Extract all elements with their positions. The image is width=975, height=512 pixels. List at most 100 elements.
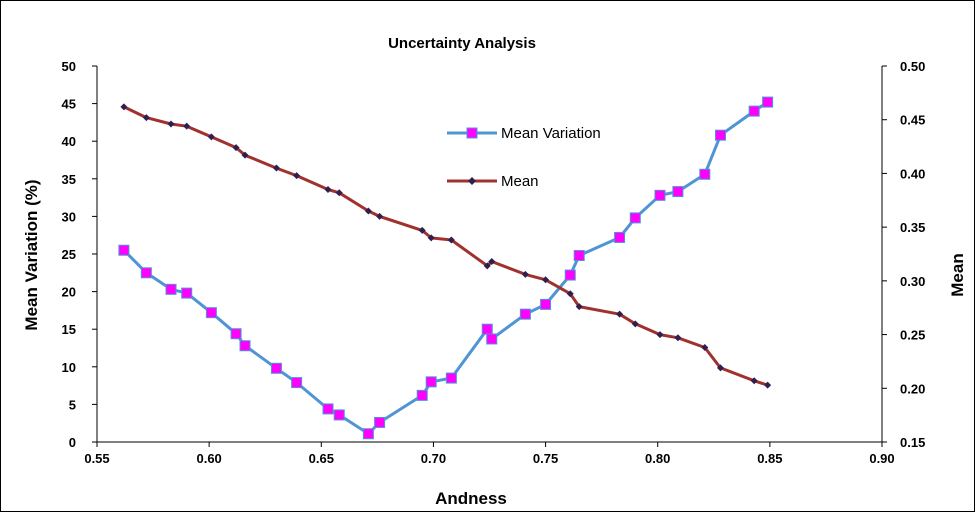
y-right-tick-label: 0.30 — [900, 274, 925, 289]
data-point-mean — [364, 207, 372, 215]
data-point-mean — [717, 364, 725, 372]
data-point-mean — [616, 310, 624, 318]
data-point-mean — [376, 212, 384, 220]
data-point-mean — [232, 144, 240, 152]
y-left-tick-label: 15 — [62, 322, 76, 337]
data-point-mean-variation — [715, 129, 727, 141]
y-right-tick-label: 0.20 — [900, 381, 925, 396]
data-point-mean — [427, 234, 435, 242]
data-point-mean — [521, 270, 529, 278]
x-tick-label: 0.55 — [84, 451, 109, 466]
legend-marker-mean — [468, 177, 476, 185]
y-left-tick-label: 45 — [62, 97, 76, 112]
data-point-mean-variation — [165, 283, 177, 295]
y-axis-right-title: Mean — [948, 253, 967, 296]
data-point-mean-variation — [672, 186, 684, 198]
y-left-tick-label: 50 — [62, 59, 76, 74]
data-point-mean — [272, 164, 280, 172]
data-point-mean-variation — [118, 244, 130, 256]
legend-item-mean: Mean — [447, 173, 539, 190]
data-point-mean — [142, 114, 150, 122]
data-point-mean-variation — [140, 267, 152, 279]
data-point-mean-variation — [654, 189, 666, 201]
data-point-mean-variation — [629, 212, 641, 224]
data-point-mean — [674, 334, 682, 342]
data-point-mean — [241, 151, 249, 159]
series-line-mean-variation — [122, 100, 769, 436]
data-point-mean-variation — [181, 287, 193, 299]
data-point-mean-variation — [239, 340, 251, 352]
data-point-mean — [656, 331, 664, 339]
y-left-tick-label: 40 — [62, 134, 76, 149]
data-point-mean-variation — [481, 323, 493, 335]
data-point-mean — [631, 320, 639, 328]
y-left-tick-label: 5 — [69, 397, 76, 412]
data-point-mean-variation — [291, 377, 303, 389]
data-point-mean — [120, 103, 128, 111]
plot-area: 0.55 0.60 0.65 0.70 0.75 0.80 0.85 0.90 0 5 10 15 20… — [62, 59, 926, 466]
data-point-mean — [764, 381, 772, 389]
legend-label-mean-variation: Mean Variation — [501, 125, 601, 142]
data-point-mean — [183, 122, 191, 130]
data-point-mean — [750, 377, 758, 385]
data-point-mean — [542, 276, 550, 284]
data-point-mean — [418, 226, 426, 234]
data-point-mean — [293, 172, 301, 180]
legend-item-mean-variation: Mean Variation — [447, 125, 601, 142]
x-tick-label: 0.60 — [196, 451, 221, 466]
x-tick-label: 0.80 — [645, 451, 670, 466]
data-point-mean — [575, 303, 583, 311]
data-point-mean-variation — [425, 376, 437, 388]
y-left-tick-label: 20 — [62, 285, 76, 300]
data-point-mean — [566, 290, 574, 298]
data-point-mean-variation — [573, 250, 585, 262]
data-point-mean-variation — [205, 307, 217, 319]
data-point-mean-variation — [230, 328, 242, 340]
data-point-mean-variation — [540, 298, 552, 310]
legend: Mean Variation Mean — [447, 125, 601, 190]
data-point-mean-variation — [762, 96, 774, 108]
data-point-mean — [447, 236, 455, 244]
y-axis-left-title: Mean Variation (%) — [22, 179, 41, 330]
data-point-mean-variation — [614, 231, 626, 243]
data-point-mean — [701, 343, 709, 351]
data-point-mean — [483, 262, 491, 270]
x-tick-label: 0.70 — [421, 451, 446, 466]
data-point-mean-variation — [374, 416, 386, 428]
data-point-mean-variation — [748, 105, 760, 117]
y-right-tick-label: 0.15 — [900, 435, 925, 450]
y-right-tick-label: 0.25 — [900, 328, 925, 343]
y-left-tick-label: 0 — [69, 435, 76, 450]
data-point-mean-variation — [333, 409, 345, 421]
x-tick-label: 0.65 — [309, 451, 334, 466]
legend-label-mean: Mean — [501, 173, 539, 190]
data-point-mean-variation — [270, 362, 282, 374]
x-tick-label: 0.75 — [533, 451, 558, 466]
y-right-tick-label: 0.35 — [900, 220, 925, 235]
y-left-tick-label: 35 — [62, 172, 76, 187]
data-point-mean-variation — [362, 428, 374, 440]
series-line-mean — [123, 105, 769, 387]
data-point-mean-variation — [486, 333, 498, 345]
data-point-mean — [167, 120, 175, 128]
data-point-mean-variation — [322, 403, 334, 415]
data-point-mean — [335, 189, 343, 197]
y-left-tick-label: 25 — [62, 247, 76, 262]
data-point-mean — [488, 258, 496, 266]
x-tick-label: 0.90 — [869, 451, 894, 466]
y-right-tick-label: 0.50 — [900, 59, 925, 74]
y-right-tick-label: 0.40 — [900, 166, 925, 181]
data-point-mean-variation — [699, 168, 711, 180]
y-left-tick-label: 10 — [62, 360, 76, 375]
x-tick-label: 0.85 — [757, 451, 782, 466]
data-point-mean-variation — [445, 372, 457, 384]
data-point-mean — [324, 186, 332, 194]
x-axis-title: Andness — [435, 489, 507, 508]
y-right-tick-label: 0.45 — [900, 113, 925, 128]
data-point-mean — [207, 133, 215, 141]
chart-title: Uncertainty Analysis — [388, 35, 536, 52]
data-point-mean-variation — [564, 269, 576, 281]
data-point-mean-variation — [519, 308, 531, 320]
